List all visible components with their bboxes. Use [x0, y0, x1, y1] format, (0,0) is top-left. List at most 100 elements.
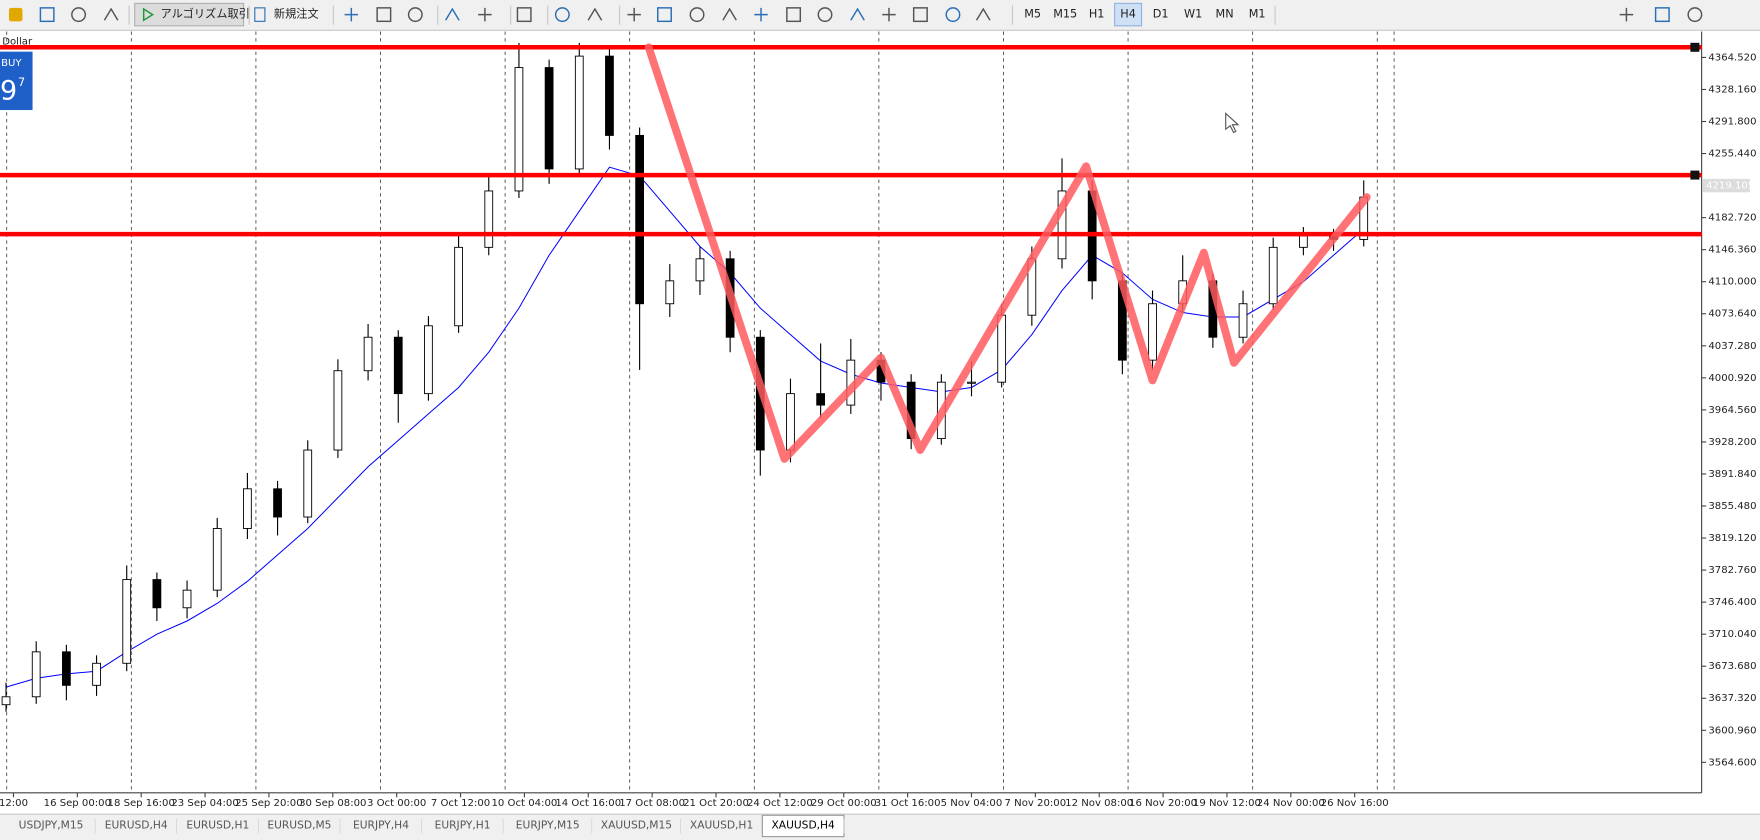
x-tick-label: 12 Nov 08:00 — [1065, 798, 1133, 809]
y-tick-label: 4328.160 — [1708, 84, 1756, 95]
tab-label[interactable]: XAUUSD,H1 — [690, 818, 753, 831]
tab[interactable] — [95, 815, 178, 837]
plot — [0, 31, 1702, 793]
icon-shape — [344, 7, 359, 22]
y-tick-label: 3746.400 — [1708, 597, 1756, 608]
toolbar-icon[interactable] — [786, 7, 802, 23]
icon-shape — [554, 7, 570, 23]
tab-label[interactable]: EURJPY,H4 — [353, 818, 409, 831]
level-handle[interactable] — [1690, 170, 1700, 180]
toolbar-icon[interactable] — [39, 7, 55, 23]
tab[interactable] — [680, 815, 763, 837]
tab[interactable] — [592, 815, 681, 837]
candle-body — [635, 134, 644, 305]
candle-body — [1238, 303, 1248, 338]
algo-trading-label: アルゴリズム取引 — [161, 7, 250, 21]
tab[interactable] — [503, 815, 593, 837]
tab-label[interactable]: EURJPY,H1 — [435, 818, 491, 831]
y-tick-label: 4110.000 — [1708, 277, 1756, 288]
candle-body — [363, 336, 373, 372]
candle-body — [1299, 235, 1308, 248]
toolbar-icon[interactable] — [817, 7, 833, 23]
candle-body — [424, 325, 433, 395]
x-tick-label: 7 Nov 20:00 — [1005, 798, 1067, 809]
toolbar-icon[interactable] — [587, 7, 603, 21]
toolbar-icon[interactable] — [344, 7, 359, 22]
icon-shape — [376, 7, 392, 23]
toolbar-icon[interactable] — [516, 7, 532, 23]
tab-label[interactable]: EURJPY,M15 — [516, 818, 580, 831]
timeframe-active-bg[interactable] — [1114, 2, 1143, 27]
tab-label[interactable]: EURUSD,M5 — [267, 818, 331, 831]
candle-body — [544, 67, 554, 170]
toolbar-icon[interactable] — [627, 7, 641, 22]
toolbar-icon[interactable] — [1654, 7, 1670, 23]
toolbar-icon[interactable] — [689, 7, 705, 23]
toolbar-icon[interactable] — [657, 7, 672, 23]
icon-shape — [975, 7, 991, 21]
tab[interactable] — [340, 815, 422, 837]
toolbar-icon[interactable] — [882, 7, 896, 22]
candle-body — [92, 662, 101, 686]
candle-body — [454, 246, 463, 327]
toolbar-icon[interactable] — [444, 7, 460, 21]
icon-shape — [882, 7, 896, 22]
toolbar-icon[interactable] — [103, 7, 119, 21]
toolbar-icon[interactable] — [478, 7, 492, 22]
toolbar-icon[interactable] — [407, 7, 423, 23]
x-tick-label: 7 Oct 12:00 — [431, 798, 490, 809]
toolbar-icon[interactable] — [945, 7, 961, 23]
candle-body — [1057, 190, 1067, 260]
toolbar-icon[interactable] — [754, 7, 768, 22]
toolbar-icon[interactable] — [1619, 7, 1634, 22]
tabs: USDJPY,M15 EURUSD,H4 EURUSD,H1 EURUSD,M5 EUR… — [6, 814, 845, 838]
tab-label[interactable]: EURUSD,H1 — [186, 818, 249, 831]
candle-body — [152, 579, 162, 609]
tab[interactable] — [6, 815, 96, 837]
timeframe-button[interactable]: MN — [1216, 8, 1234, 21]
icon-shape — [444, 7, 460, 21]
timeframe-button[interactable]: H1 — [1089, 8, 1105, 21]
timeframe-button[interactable]: M15 — [1053, 8, 1077, 21]
toolbar-icon[interactable] — [554, 7, 570, 23]
toolbar-icon[interactable] — [722, 7, 737, 21]
toolbar-icon[interactable] — [975, 7, 991, 21]
timeframe-button[interactable]: M5 — [1024, 8, 1041, 21]
buy-button[interactable] — [0, 51, 33, 111]
buy-price-small: 7 — [18, 76, 25, 89]
icon-shape — [754, 7, 768, 22]
timeframe-button[interactable]: W1 — [1184, 8, 1202, 21]
toolbar-icon[interactable] — [71, 7, 87, 23]
tab-label[interactable]: EURUSD,H4 — [105, 818, 168, 831]
algo-button-bg[interactable] — [134, 2, 245, 27]
icon-shape — [786, 7, 802, 23]
icon-shape — [657, 7, 672, 23]
toolbar-icon[interactable] — [912, 7, 928, 23]
current-price-label: 4219.105 — [1706, 181, 1754, 192]
icon-shape — [587, 7, 603, 21]
toolbar-icon[interactable] — [1687, 7, 1703, 23]
y-tick-label: 3710.040 — [1708, 629, 1756, 640]
new-order-icon[interactable] — [254, 7, 266, 22]
tab-label[interactable]: XAUUSD,M15 — [601, 818, 672, 831]
level-handle[interactable] — [1690, 42, 1700, 52]
candle-body — [967, 381, 976, 384]
candle-body — [786, 393, 795, 451]
x-tick-label: 30 Sep 08:00 — [299, 798, 366, 809]
tab[interactable] — [421, 815, 504, 837]
y-tick-label: 3855.480 — [1708, 501, 1756, 512]
timeframe-button[interactable]: H4 — [1120, 8, 1136, 21]
tab-label[interactable]: USDJPY,M15 — [19, 818, 84, 831]
timeframe-button[interactable]: D1 — [1153, 8, 1169, 21]
x-tick-label: 21 Oct 20:00 — [683, 798, 749, 809]
toolbar-icon[interactable] — [850, 7, 865, 21]
new-order-label[interactable]: 新規注文 — [274, 7, 319, 21]
icon-shape — [103, 7, 119, 21]
timeframe-button[interactable]: M1 — [1249, 8, 1266, 21]
tab-label[interactable]: XAUUSD,H4 — [772, 818, 836, 831]
tab[interactable] — [258, 815, 341, 837]
toolbar-icon[interactable] — [376, 7, 392, 23]
tab[interactable] — [177, 815, 259, 837]
lock-icon[interactable] — [8, 7, 23, 22]
